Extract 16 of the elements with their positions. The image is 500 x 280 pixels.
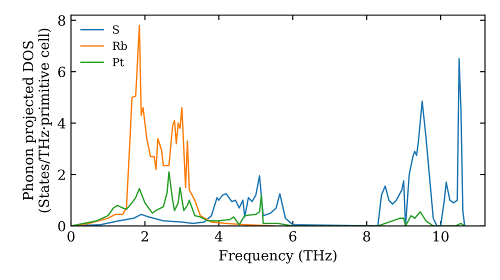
y-tick-label: 0: [58, 220, 66, 232]
legend-label: S: [113, 25, 119, 34]
legend-label: Pt: [112, 58, 124, 66]
y-tick-label: 2: [58, 170, 65, 180]
y-axis-title: Phonon projected DOS (States/THz·primitive cell): [22, 28, 52, 212]
x-tick-label: 6: [289, 231, 296, 242]
x-axis-title: Frequency (THz): [219, 250, 336, 264]
x-tick-label: 4: [214, 231, 223, 242]
legend-label: Rb: [112, 41, 128, 50]
y-tick-label: 6: [58, 66, 66, 78]
y-tick-label: 8: [58, 15, 66, 26]
x-tick-label: 10: [434, 231, 449, 242]
x-tick-label: 8: [363, 231, 370, 242]
y-tick-label: 4: [58, 118, 66, 128]
x-tick-label: 2: [141, 231, 148, 242]
x-tick-label: 0: [67, 231, 74, 242]
